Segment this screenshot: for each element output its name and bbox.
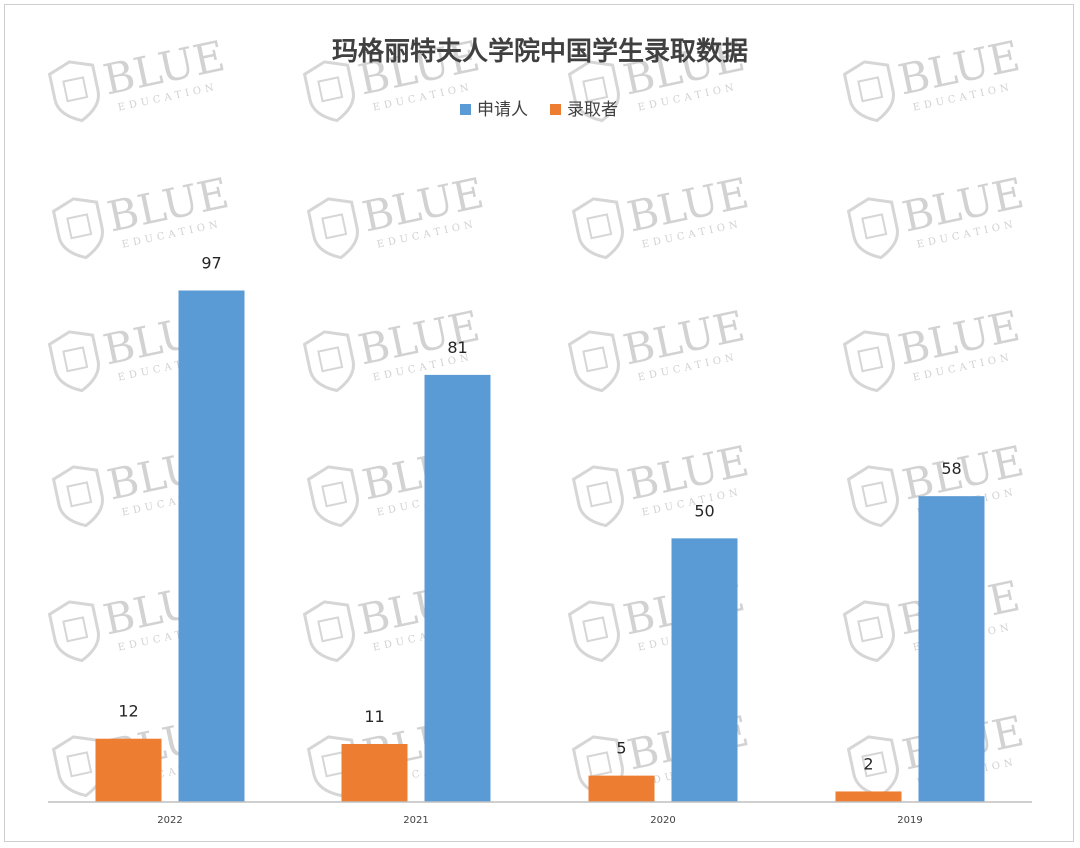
shield-icon	[571, 465, 624, 528]
shield-inner-mark	[861, 751, 888, 778]
shield-inner-mark	[582, 346, 609, 373]
shield-inner-mark	[586, 751, 613, 778]
shield-icon	[842, 600, 895, 663]
legend: 申请人 录取者	[460, 100, 618, 120]
bar	[341, 743, 408, 802]
shield-inner-mark	[317, 76, 344, 103]
bar	[588, 775, 655, 802]
bar	[424, 374, 491, 802]
shield-inner-mark	[582, 616, 609, 643]
data-label: 2	[863, 754, 873, 773]
shield-inner-mark	[861, 481, 888, 508]
legend-swatch	[550, 104, 561, 115]
shield-icon	[302, 600, 355, 663]
x-axis-ticks: 2022 2021 2020 2019	[157, 815, 922, 826]
shield-icon	[842, 330, 895, 393]
x-tick-label: 2020	[650, 815, 675, 826]
data-label: 5	[616, 739, 626, 758]
shield-icon	[51, 197, 104, 260]
shield-icon	[846, 465, 899, 528]
shield-inner-mark	[62, 76, 89, 103]
data-label: 97	[201, 254, 221, 273]
shield-icon	[47, 330, 100, 393]
shield-icon	[306, 197, 359, 260]
bars-group: 12 97 11 81 5 50 2 58	[95, 254, 985, 802]
shield-icon	[47, 60, 100, 123]
shield-inner-mark	[66, 481, 93, 508]
bar	[835, 791, 902, 802]
data-label: 50	[694, 501, 714, 520]
shield-inner-mark	[857, 346, 884, 373]
shield-inner-mark	[317, 616, 344, 643]
shield-inner-mark	[857, 616, 884, 643]
shield-inner-mark	[586, 213, 613, 240]
shield-inner-mark	[66, 751, 93, 778]
data-label: 11	[364, 707, 384, 726]
data-label: 58	[941, 459, 961, 478]
legend-label: 申请人	[477, 100, 528, 120]
shield-inner-mark	[66, 213, 93, 240]
bar	[671, 538, 738, 802]
shield-icon	[567, 330, 620, 393]
bar	[95, 738, 162, 802]
shield-inner-mark	[861, 213, 888, 240]
shield-inner-mark	[857, 76, 884, 103]
chart-title: 玛格丽特夫人学院中国学生录取数据	[332, 36, 748, 67]
shield-icon	[842, 60, 895, 123]
legend-swatch	[460, 104, 471, 115]
x-tick-label: 2022	[157, 815, 182, 826]
bar	[918, 496, 985, 802]
shield-inner-mark	[317, 346, 344, 373]
shield-icon	[567, 60, 620, 123]
shield-icon	[846, 197, 899, 260]
data-label: 81	[447, 338, 467, 357]
shield-inner-mark	[321, 481, 348, 508]
shield-icon	[571, 197, 624, 260]
shield-icon	[302, 60, 355, 123]
data-label: 12	[118, 702, 138, 721]
shield-inner-mark	[582, 76, 609, 103]
legend-label: 录取者	[567, 100, 618, 120]
shield-icon	[51, 465, 104, 528]
shield-icon	[846, 735, 899, 798]
shield-icon	[567, 600, 620, 663]
shield-icon	[47, 600, 100, 663]
shield-icon	[306, 465, 359, 528]
bar	[178, 290, 245, 802]
shield-inner-mark	[62, 346, 89, 373]
x-tick-label: 2021	[403, 815, 428, 826]
shield-inner-mark	[586, 481, 613, 508]
shield-icon	[302, 330, 355, 393]
x-tick-label: 2019	[897, 815, 922, 826]
shield-inner-mark	[321, 213, 348, 240]
shield-inner-mark	[62, 616, 89, 643]
